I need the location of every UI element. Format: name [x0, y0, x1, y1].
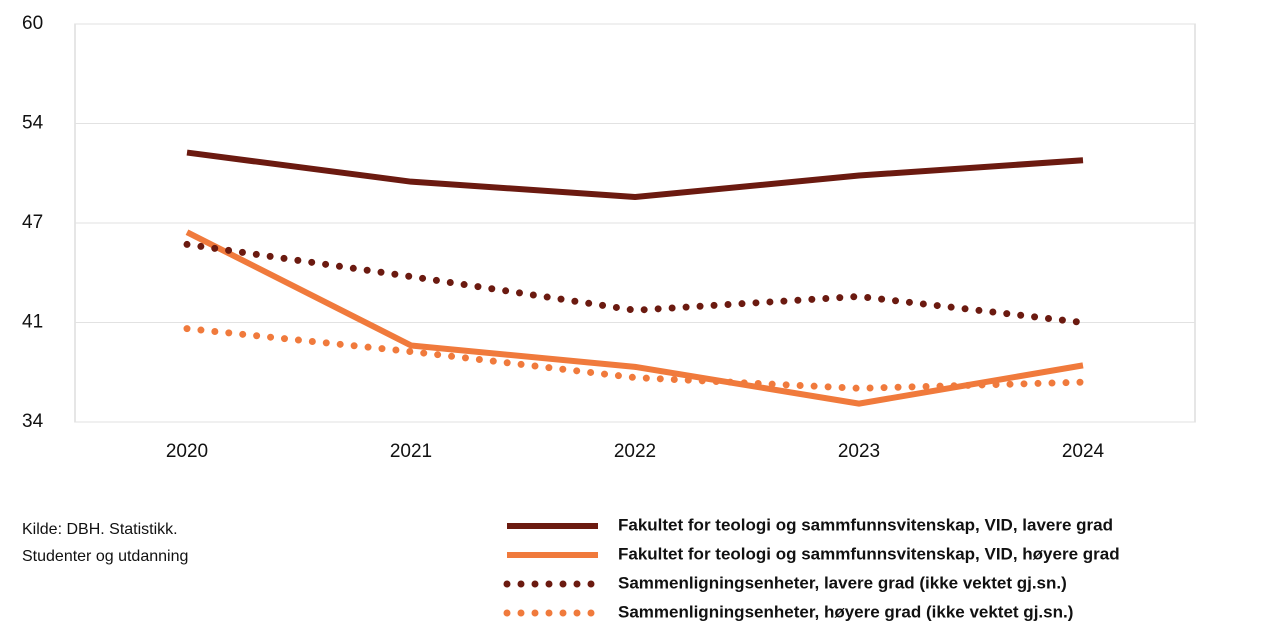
- y-tick-label: 41: [22, 312, 43, 333]
- x-tick-label: 2024: [1062, 441, 1105, 462]
- y-tick-label: 47: [22, 212, 43, 233]
- legend-label: Sammenligningsenheter, lavere grad (ikke…: [618, 573, 1067, 592]
- x-tick-label: 2023: [838, 441, 880, 462]
- y-tick-label: 60: [22, 13, 43, 34]
- x-tick-label: 2021: [390, 441, 432, 462]
- source-line: Kilde: DBH. Statistikk.: [22, 521, 178, 538]
- source-line: Studenter og utdanning: [22, 548, 188, 565]
- series-line: [183, 325, 1087, 392]
- series-line: [183, 240, 1087, 326]
- y-tick-label: 54: [22, 113, 44, 134]
- y-tick-label: 34: [22, 411, 44, 432]
- legend-label: Fakultet for teologi og sammfunnsvitensk…: [618, 544, 1120, 563]
- x-tick-label: 2020: [166, 441, 208, 462]
- x-tick-label: 2022: [614, 441, 656, 462]
- series-line: [186, 149, 1084, 200]
- legend-label: Fakultet for teologi og sammfunnsvitensk…: [618, 515, 1113, 534]
- legend-label: Sammenligningsenheter, høyere grad (ikke…: [618, 602, 1073, 621]
- series-line: [185, 229, 1084, 407]
